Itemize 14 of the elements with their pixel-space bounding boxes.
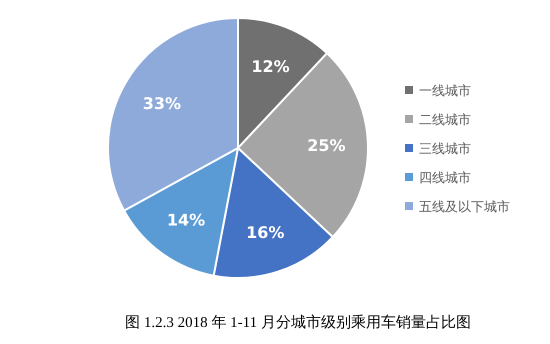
legend-label: 二线城市 [419, 113, 471, 128]
legend-label: 五线及以下城市 [419, 200, 510, 215]
data-label: 33% [142, 94, 182, 113]
legend-label: 一线城市 [419, 84, 471, 99]
pie-slice [107, 17, 239, 212]
data-label: 14% [166, 210, 206, 230]
legend-label: 三线城市 [419, 142, 471, 157]
data-label: 16% [246, 223, 284, 242]
data-label: 25% [307, 136, 346, 156]
legend-label: 四线城市 [419, 171, 471, 186]
pie-slice [123, 147, 239, 277]
data-label: 12% [251, 56, 290, 76]
text: 图 1.2.3 2018 年 1-11 月分城市级别乘用车销量占比图 [125, 314, 471, 331]
pie-slice [237, 52, 369, 238]
